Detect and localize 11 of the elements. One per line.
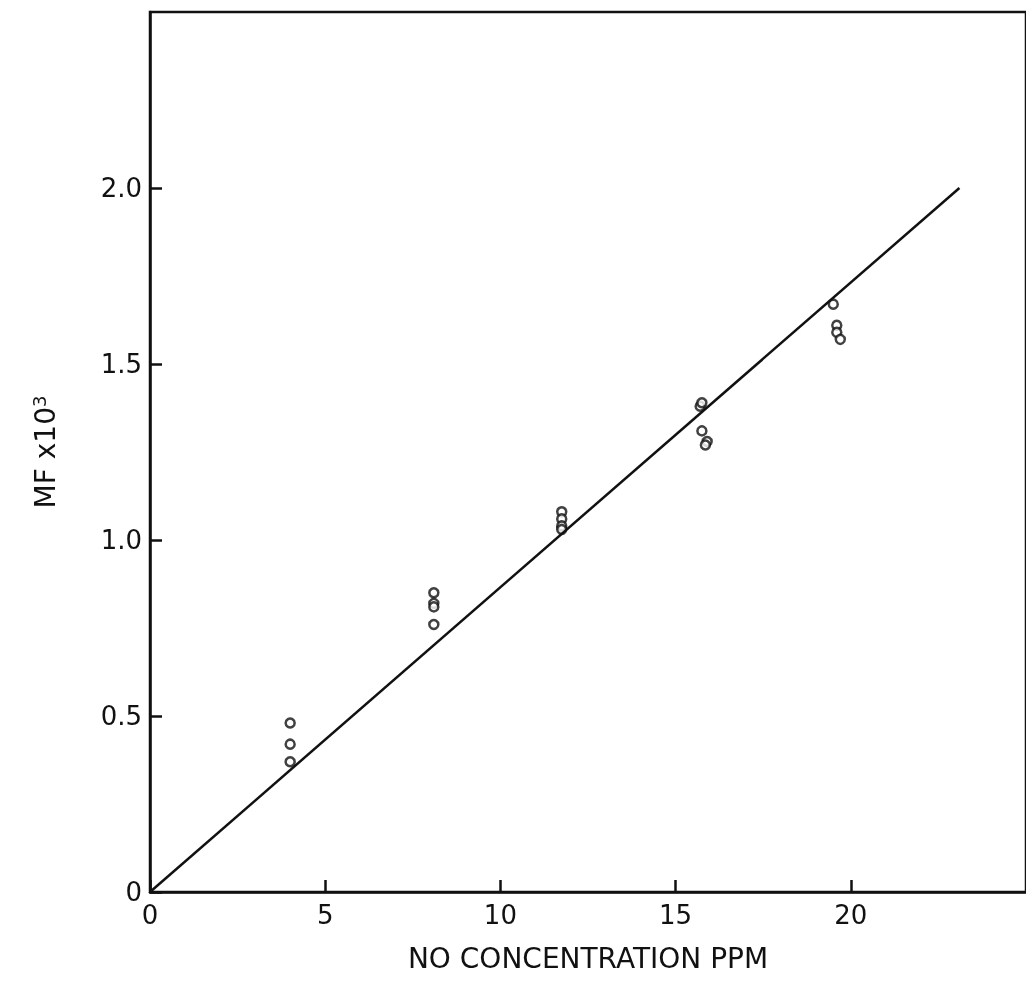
x-axis-title: NO CONCENTRATION PPM [407,941,769,975]
y-tick-label: 0.5 [100,701,142,731]
y-tick-label: 2.0 [100,173,142,203]
y-axis-title: MF x103 [28,395,62,509]
y-tick-label: 1.5 [100,349,142,379]
x-tick-label: 5 [316,900,334,930]
x-tick-label: 20 [834,900,868,930]
y-tick-label: 1.0 [100,525,142,555]
x-tick-label: 15 [659,900,693,930]
y-tick-label: 0 [125,877,142,907]
x-tick-label: 10 [483,900,517,930]
